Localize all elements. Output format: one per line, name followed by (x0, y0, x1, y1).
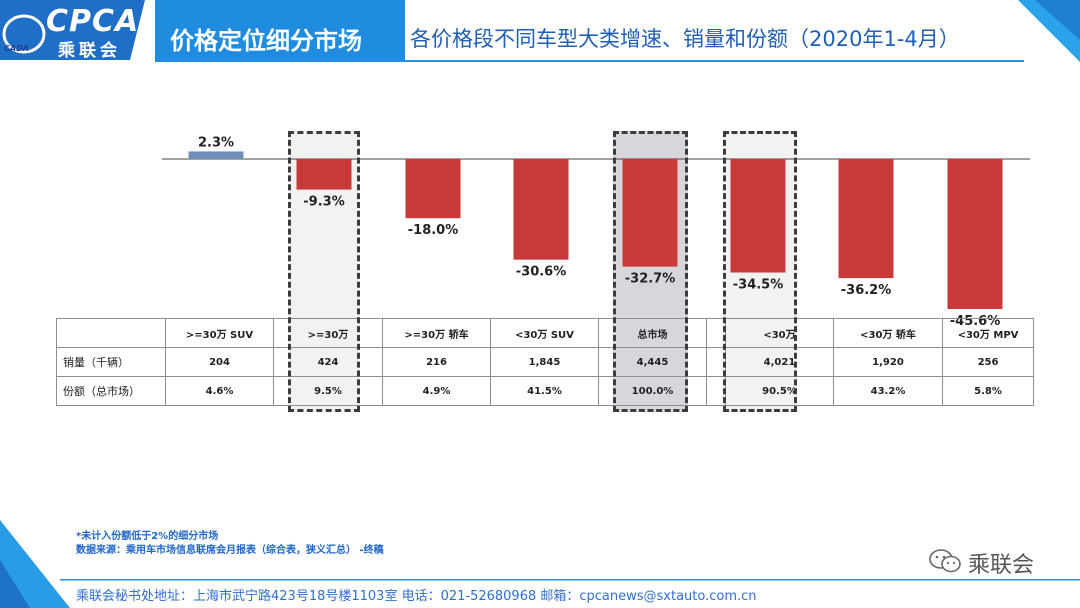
table-cell: 4.6% (165, 376, 274, 406)
table-header-cell: >=30万 轿车 (382, 318, 491, 348)
table-cell: 204 (165, 347, 274, 377)
bar-value-label: -32.7% (625, 272, 676, 287)
bar-value-label: -18.0% (408, 223, 459, 238)
bar-value-label: -30.6% (516, 265, 567, 280)
table-cell: 100.0% (598, 376, 707, 406)
page-subtitle: 各价格段不同车型大类增速、销量和份额（2020年1-4月） (410, 27, 960, 51)
table-cell: 4.9% (382, 376, 491, 406)
bar-value-label: -34.5% (733, 278, 784, 293)
bar (838, 159, 894, 279)
highlight-box-under-30w (723, 131, 797, 412)
bar (405, 159, 461, 219)
bar (296, 159, 352, 190)
bar (730, 159, 786, 273)
logo-text: CPCA (46, 4, 140, 39)
table-row: 销量（千辆） 204 424 216 1,845 4,445 4,021 1,9… (56, 347, 1034, 377)
logo-small-text: CADA (4, 44, 29, 53)
wechat-account-name: 乘联会 (968, 553, 1035, 578)
table-cell: 1,920 (833, 347, 943, 377)
wechat-icon (929, 549, 961, 573)
table-header-cell: <30万 MPV (942, 318, 1034, 348)
table-cell: 43.2% (833, 376, 943, 406)
bar (947, 159, 1003, 310)
page-title: 价格定位细分市场 (170, 27, 362, 55)
table-header-cell: >=30万 SUV (165, 318, 274, 348)
table-cell: 9.5% (273, 376, 383, 406)
footnote-1: *未计入份额低于2%的细分市场 (76, 531, 219, 542)
header-background (0, 0, 1080, 68)
table-cell: 4,021 (725, 347, 834, 377)
table-header-cell: 总市场 (598, 318, 707, 348)
row-label-sales: 销量（千辆） (56, 347, 166, 377)
table-cell: 256 (942, 347, 1034, 377)
header-underline (404, 60, 1024, 62)
row-label-share: 份额（总市场） (56, 376, 166, 406)
bar-value-label: 2.3% (198, 135, 234, 150)
highlight-box-over-30w (288, 131, 360, 412)
table-cell: 216 (382, 347, 491, 377)
logo-globe-icon (2, 14, 46, 54)
table-header-cell: <30万 SUV (490, 318, 599, 348)
table-cell: 5.8% (942, 376, 1034, 406)
table-cell: 41.5% (490, 376, 599, 406)
footer-address: 乘联会秘书处地址：上海市武宁路423号18号楼1103室 电话：021-5268… (76, 589, 757, 604)
table-header-row: >=30万 SUV >=30万 >=30万 轿车 <30万 SUV 总市场 <3… (56, 318, 1034, 348)
bar (513, 159, 569, 260)
bar-value-label: -36.2% (841, 283, 892, 298)
table-cell: 1,845 (490, 347, 599, 377)
footnote-2: 数据来源：乘用车市场信息联席会月报表（综合表，狭义汇总） -终稿 (76, 545, 384, 556)
highlight-box-total-market (613, 131, 688, 412)
table-header-cell: <30万 轿车 (833, 318, 943, 348)
table-cell: 90.5% (725, 376, 834, 406)
data-table: >=30万 SUV >=30万 >=30万 轿车 <30万 SUV 总市场 <3… (56, 318, 1034, 406)
bar (622, 159, 678, 267)
bar-value-label: -9.3% (303, 195, 344, 210)
bar (188, 151, 244, 159)
table-row: 份额（总市场） 4.6% 9.5% 4.9% 41.5% 100.0% 90.5… (56, 376, 1034, 406)
logo-subtext: 乘联会 (58, 41, 121, 61)
header: CPCA 乘联会 CADA 价格定位细分市场 各价格段不同车型大类增速、销量和份… (0, 0, 1080, 68)
table-corner-cell (56, 318, 166, 348)
